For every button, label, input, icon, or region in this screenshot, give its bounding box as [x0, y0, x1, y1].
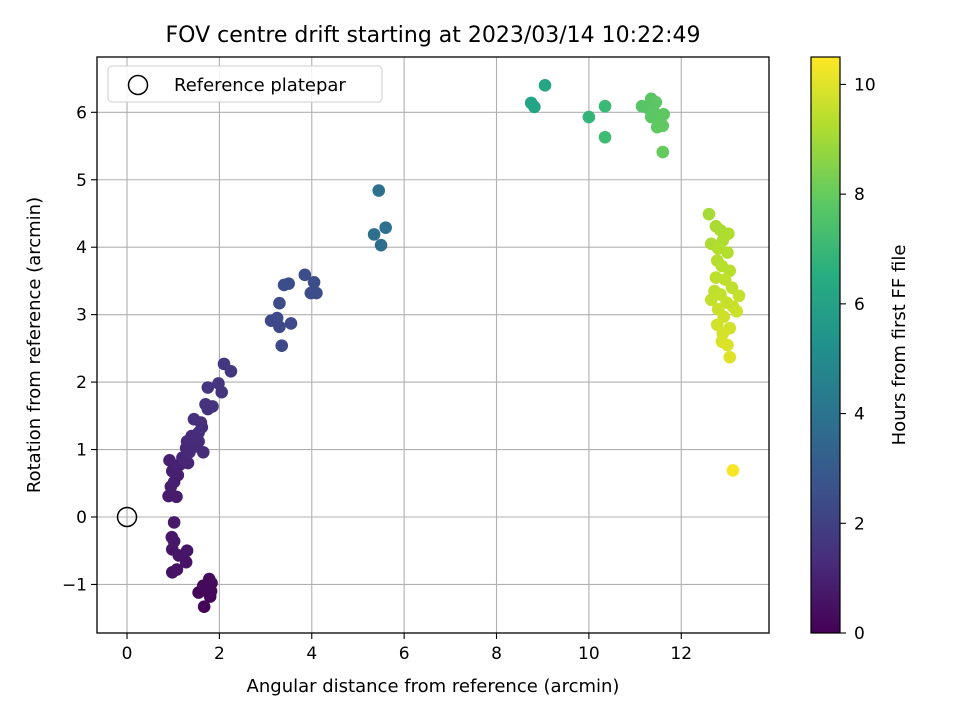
data-point — [180, 544, 194, 558]
colorbar-tick-label: 10 — [854, 75, 876, 95]
colorbar-gradient — [810, 56, 841, 634]
x-axis-label: Angular distance from reference (arcmin) — [247, 676, 620, 697]
data-point — [723, 350, 737, 364]
data-point — [528, 100, 541, 114]
data-point — [726, 464, 740, 477]
x-tick-label: 2 — [214, 644, 225, 664]
x-tick-label: 12 — [670, 644, 692, 664]
y-axis-label: Rotation from reference (arcmin) — [24, 197, 45, 493]
data-point — [647, 104, 660, 118]
data-point — [196, 445, 210, 459]
data-point — [721, 246, 734, 259]
data-point — [730, 304, 743, 318]
y-tick-label: 1 — [76, 441, 87, 461]
data-point — [374, 238, 388, 252]
data-point — [273, 296, 286, 310]
x-tick-label: 6 — [399, 644, 410, 664]
data-point — [275, 339, 289, 352]
colorbar-tick-label: 2 — [854, 514, 865, 534]
colorbar: 0 2 4 6 8 10 Hours from first FF file — [810, 56, 910, 644]
data-point — [704, 293, 718, 307]
legend-box — [107, 65, 383, 103]
legend-marker-reference-platepar — [127, 74, 149, 96]
x-tick-label: 8 — [491, 644, 502, 664]
data-point — [197, 600, 211, 613]
colorbar-label: Hours from first FF file — [889, 245, 910, 446]
data-point — [217, 357, 231, 371]
plot-frame — [96, 56, 770, 634]
data-point — [721, 338, 734, 352]
y-tick-label: −1 — [62, 575, 87, 595]
x-axis-ticks: 0 2 4 6 8 10 12 — [122, 633, 692, 664]
data-point — [163, 454, 176, 467]
data-point — [167, 516, 181, 529]
legend: Reference platepar — [107, 65, 383, 103]
y-tick-label: 5 — [76, 171, 87, 191]
data-point — [201, 381, 215, 394]
data-point — [657, 108, 670, 121]
colorbar-tick-label: 4 — [854, 405, 865, 425]
data-point — [598, 130, 612, 144]
y-tick-label: 3 — [76, 306, 87, 326]
data-point — [582, 110, 596, 124]
data-point — [270, 311, 284, 325]
data-point — [372, 184, 386, 197]
grid — [97, 57, 769, 633]
colorbar-ticks: 0 2 4 6 8 10 — [840, 75, 876, 644]
y-tick-label: 4 — [76, 238, 87, 258]
data-point — [310, 286, 323, 300]
data-point — [379, 221, 392, 234]
data-point — [170, 563, 184, 576]
y-tick-label: 0 — [76, 508, 87, 528]
x-tick-label: 10 — [578, 644, 600, 664]
x-tick-label: 0 — [122, 644, 133, 664]
colorbar-tick-label: 8 — [854, 185, 865, 205]
data-point — [702, 207, 716, 221]
data-point — [367, 228, 381, 241]
data-point — [199, 398, 212, 411]
data-point — [538, 79, 552, 92]
chart-title: FOV centre drift starting at 2023/03/14 … — [166, 23, 701, 48]
scatter-points — [116, 79, 746, 613]
y-tick-label: 2 — [76, 373, 87, 393]
data-point — [284, 317, 298, 330]
data-point — [196, 579, 210, 593]
data-point — [656, 119, 670, 133]
x-tick-label: 4 — [306, 644, 317, 664]
colorbar-tick-label: 6 — [854, 295, 865, 315]
data-point — [187, 412, 201, 426]
data-point — [656, 145, 670, 159]
data-point — [732, 289, 746, 303]
y-axis-ticks: −1 0 1 2 3 4 5 6 — [62, 103, 97, 595]
reference-platepar-marker — [116, 506, 138, 528]
data-point — [598, 99, 612, 113]
data-point — [165, 530, 179, 544]
colorbar-tick-label: 0 — [854, 624, 865, 644]
data-point — [298, 268, 312, 282]
data-point — [170, 490, 183, 504]
data-point — [212, 377, 225, 390]
data-point — [307, 275, 321, 289]
y-tick-label: 6 — [76, 103, 87, 123]
legend-label-reference-platepar: Reference platepar — [174, 75, 346, 96]
data-point — [722, 227, 735, 241]
data-point — [282, 277, 295, 290]
